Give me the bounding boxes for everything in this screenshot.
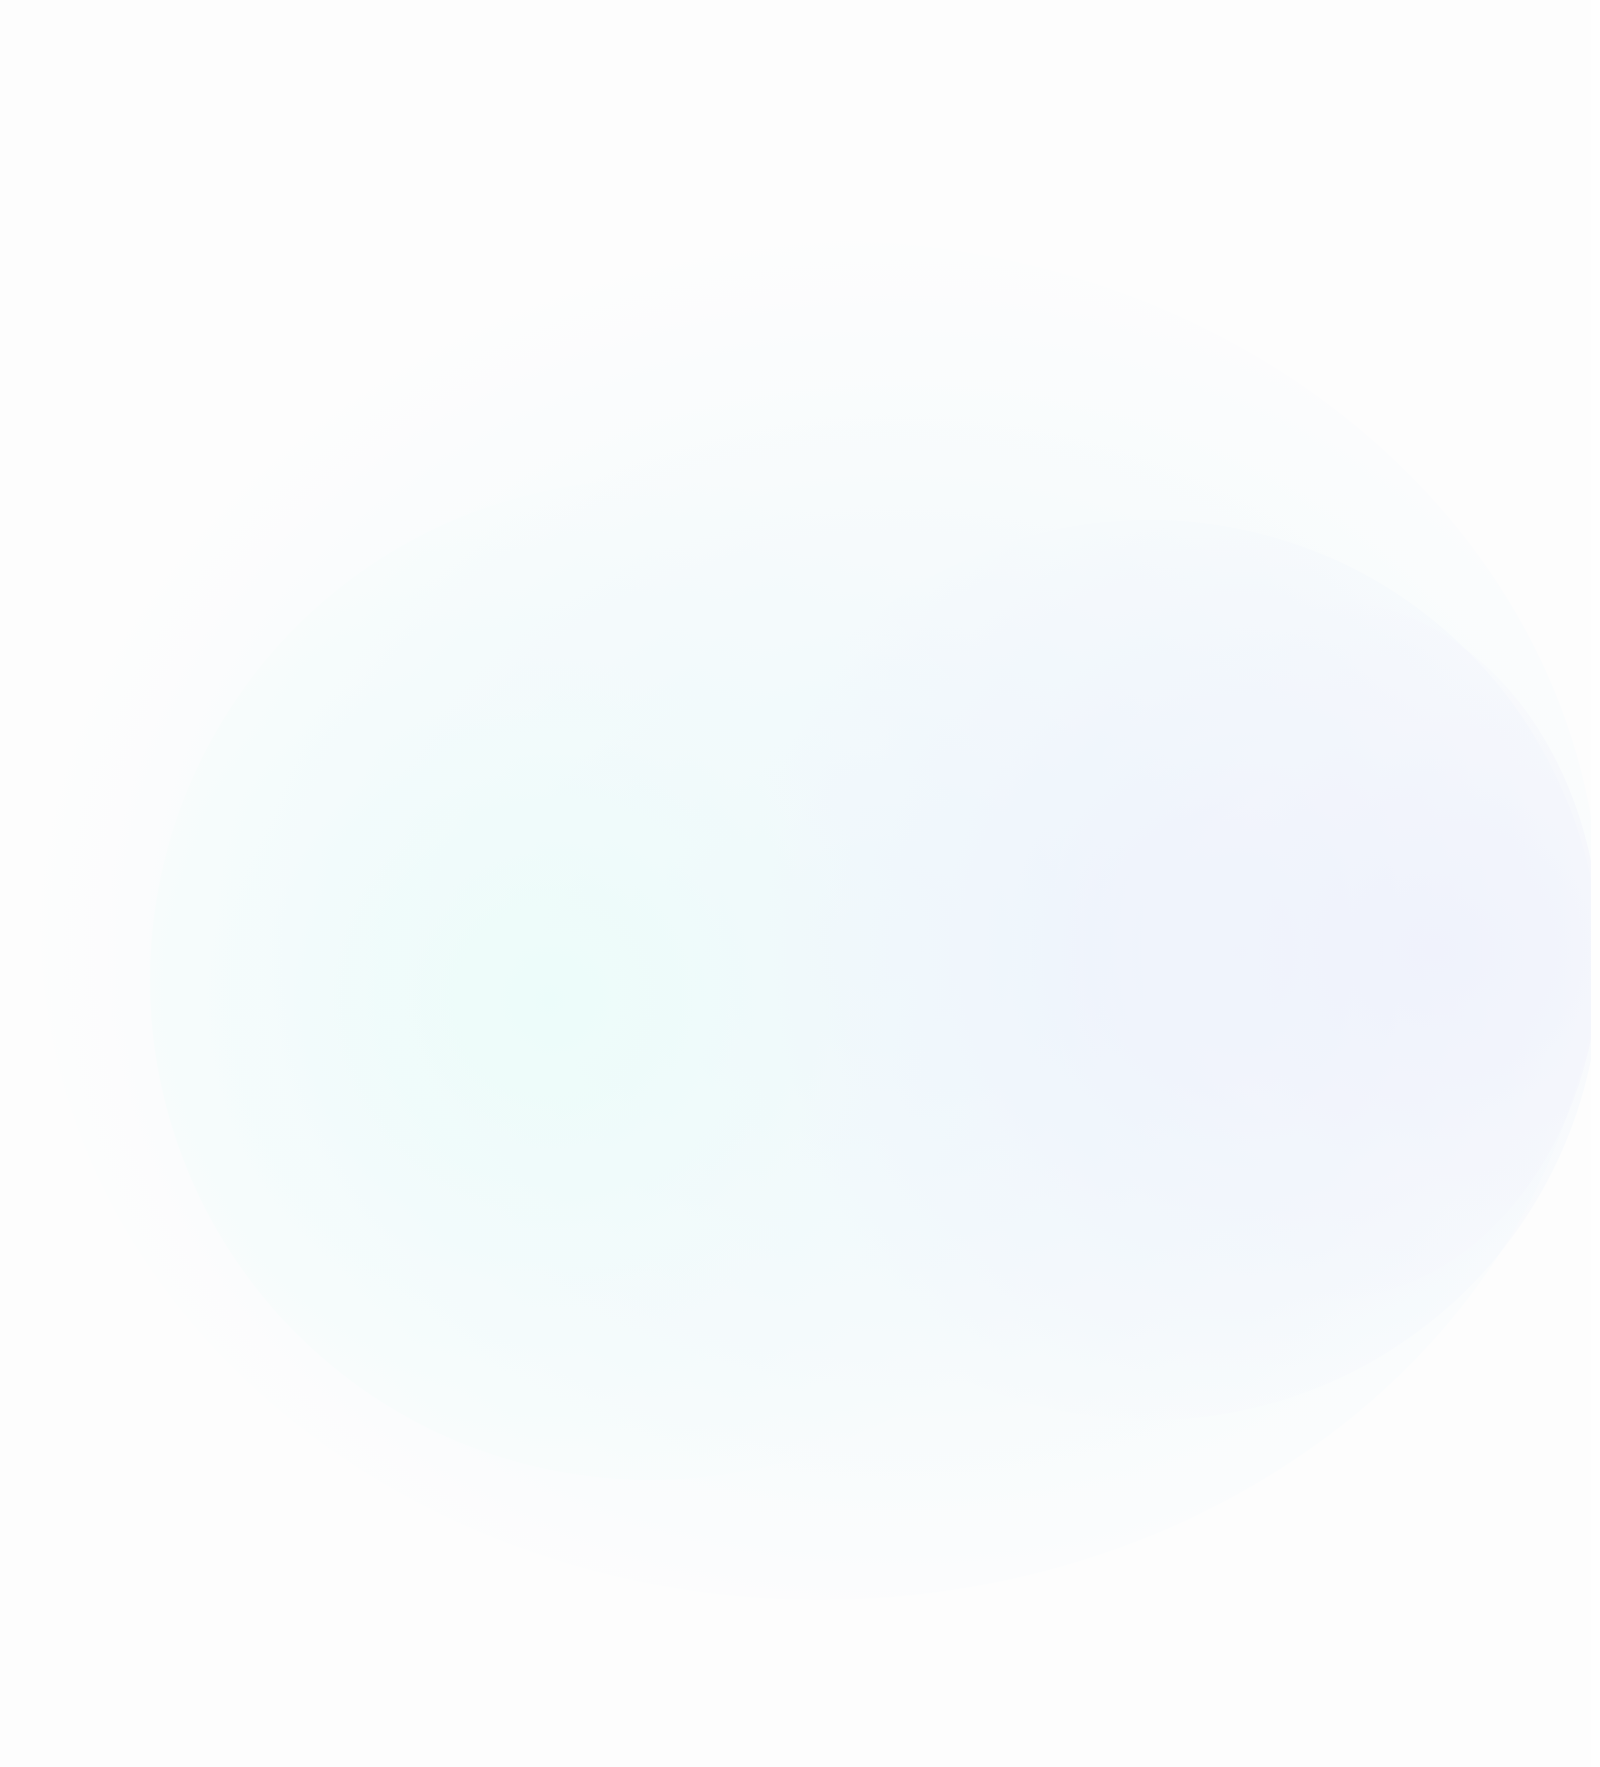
background-glow-blue [700,520,1600,1420]
right-edge-strip [1591,0,1600,1767]
background-glow-lavender [1050,600,1600,1300]
background-glow-base [40,240,1600,1600]
background-glow-mint [150,480,1150,1480]
